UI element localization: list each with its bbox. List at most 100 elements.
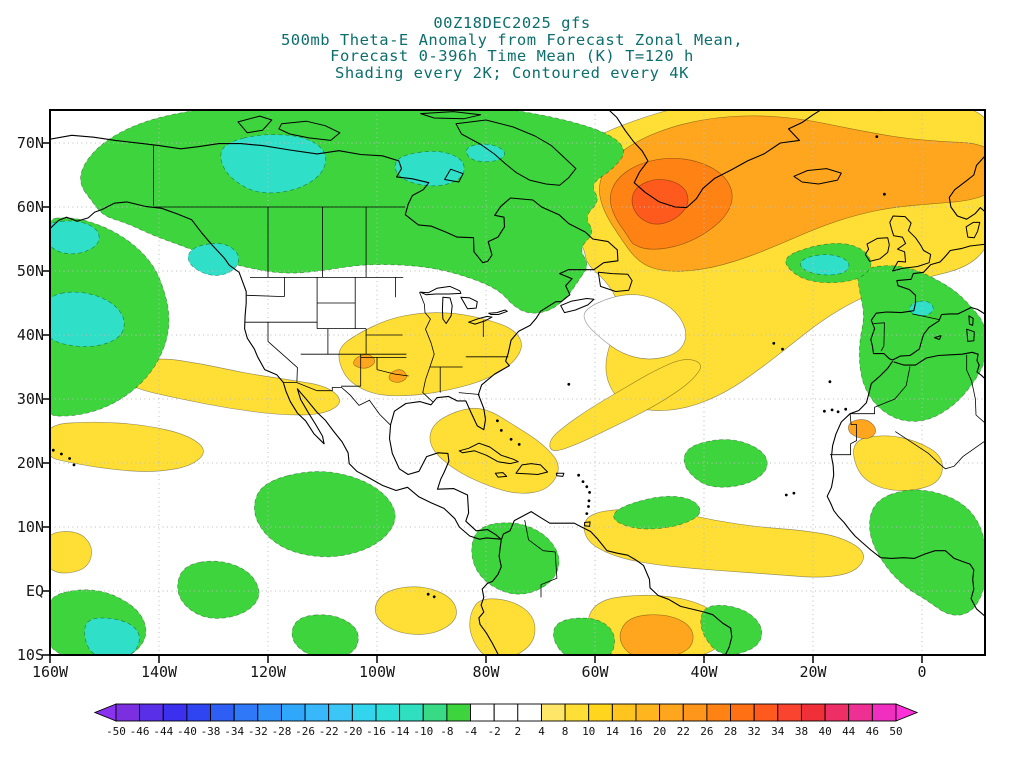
island-outline (597, 271, 633, 292)
colorbar-tick-label: -40 (177, 725, 197, 738)
colorbar-tick-label: -10 (413, 725, 433, 738)
anomaly-shade-region (291, 614, 359, 655)
lon-axis-label: 160W (32, 663, 69, 681)
coastline (948, 155, 985, 220)
political-border (267, 322, 298, 382)
coastline (50, 134, 619, 540)
island-outline (455, 119, 577, 186)
lat-axis-label: 50N (17, 262, 44, 280)
island-marker (567, 382, 571, 386)
island-outline (864, 237, 890, 262)
colorbar-segment (801, 703, 826, 722)
colorbar-segment (706, 703, 731, 722)
lon-axis-label: 120W (250, 663, 287, 681)
map-clipped-layers (50, 110, 985, 655)
colorbar-segment (328, 703, 353, 722)
lat-axis-label: 10N (17, 518, 44, 536)
lat-axis-label: 30N (17, 390, 44, 408)
island-outline (515, 463, 549, 475)
colorbar-tick-label: 20 (653, 725, 666, 738)
grid-lines (50, 110, 985, 655)
anomaly-shade-region (800, 254, 850, 276)
colorbar-segment (588, 703, 613, 722)
colorbar-left-arrow (94, 703, 117, 722)
lon-axis-label: 40W (690, 663, 718, 681)
lon-axis-label: 80W (472, 663, 500, 681)
island-outline (278, 120, 341, 141)
lon-axis-label: 0 (917, 663, 926, 681)
colorbar-svg: -50 -46 -44 -40 -38 -34 -32 -28 -26 -22 -20 -16 -14-… (94, 703, 918, 738)
colorbar-segment (139, 703, 164, 722)
colorbar-tick-label: 26 (700, 725, 713, 738)
colorbar-tick-label: -38 (201, 725, 221, 738)
coastline (478, 539, 502, 655)
colorbar-tick-label: -44 (153, 725, 173, 738)
anomaly-shade-region (869, 489, 985, 616)
colorbar-segment (210, 703, 235, 722)
island-outline (444, 168, 464, 183)
anomaly-shade-region (50, 421, 204, 472)
political-border (524, 519, 558, 598)
colorbar-segment (848, 703, 873, 722)
island-marker (577, 473, 580, 477)
colorbar-legend: -50 -46 -44 -40 -38 -34 -32 -28 -26 -22 -20 -16 -14-… (94, 703, 918, 745)
anomaly-shade-region (220, 134, 327, 194)
colorbar-tick-label: 50 (889, 725, 902, 738)
colorbar-tick-label: -50 (106, 725, 126, 738)
island-marker (585, 485, 589, 489)
political-border (966, 354, 985, 423)
political-border (419, 291, 435, 403)
colorbar-segment (635, 703, 661, 722)
coastline (826, 360, 985, 617)
island-marker (828, 380, 832, 384)
anomaly-shade-region (388, 369, 407, 383)
colorbar-segment (564, 703, 590, 722)
colorbar-segment (541, 703, 566, 722)
colorbar-right-arrow (895, 703, 918, 722)
colorbar-segment (470, 703, 495, 722)
colorbar-tick-label: 46 (866, 725, 879, 738)
island-outline (793, 168, 842, 185)
political-border (829, 366, 911, 456)
map-frame (49, 109, 986, 656)
coastline (608, 110, 822, 209)
island-marker (60, 452, 63, 456)
island-marker (432, 595, 436, 599)
colorbar-segment (659, 703, 684, 722)
island-outline (237, 115, 273, 134)
island-marker (875, 135, 879, 139)
lat-axis-label: EQ (26, 582, 44, 600)
colorbar-segment (162, 703, 188, 722)
colorbar-tick-label: -16 (366, 725, 386, 738)
colorbar-segment (682, 703, 708, 722)
island-outline (488, 309, 508, 315)
political-border (283, 382, 391, 426)
island-marker (792, 491, 796, 495)
colorbar-tick-label: 22 (677, 725, 690, 738)
lon-axis-label: 140W (141, 663, 178, 681)
island-marker (587, 505, 590, 508)
anomaly-shade-region (187, 243, 240, 276)
political-border (873, 322, 885, 352)
colorbar-tick-label: -20 (342, 725, 362, 738)
island-marker (772, 341, 776, 345)
anomaly-shade-region (853, 435, 943, 491)
island-marker (588, 491, 591, 494)
colorbar-segment (304, 703, 330, 722)
island-outline (584, 521, 591, 527)
colorbar-segment (446, 703, 471, 722)
colorbar-tick-label: 10 (582, 725, 595, 738)
island-outline (468, 315, 493, 325)
colorbar-tick-label: 34 (771, 725, 785, 738)
anomaly-shade-region (466, 143, 505, 163)
colorbar-tick-label: -46 (130, 725, 150, 738)
lat-axis-label: 40N (17, 326, 44, 344)
island-outline (934, 335, 942, 340)
lon-axis-label: 20W (799, 663, 827, 681)
colorbar-tick-label: 32 (748, 725, 761, 738)
island-marker (585, 512, 589, 515)
island-outline (441, 296, 453, 324)
lon-axis-label: 60W (581, 663, 609, 681)
